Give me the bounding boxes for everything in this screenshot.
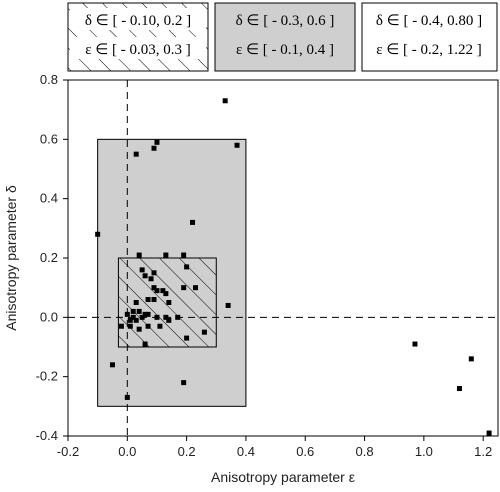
data-point <box>201 329 207 335</box>
data-point <box>456 386 462 392</box>
data-point <box>151 297 157 303</box>
x-tick-label: 0.8 <box>356 444 374 459</box>
data-point <box>166 300 172 305</box>
legend-gray-epsilon: ε ∈ [ - 0.1, 0.4 ] <box>236 42 334 58</box>
data-point <box>154 139 160 145</box>
data-point <box>127 317 133 323</box>
data-point <box>142 273 148 279</box>
y-tick-label: -0.4 <box>36 428 58 443</box>
data-point <box>124 394 130 400</box>
data-point <box>130 314 136 320</box>
data-point <box>157 323 163 329</box>
data-point <box>222 98 228 104</box>
data-point <box>163 314 169 320</box>
data-point <box>118 323 124 329</box>
data-point <box>139 314 145 320</box>
data-point <box>234 142 240 148</box>
legend-gray-delta: δ ∈ [ - 0.3, 0.6 ] <box>236 13 335 29</box>
x-tick-label: 0.0 <box>118 444 136 459</box>
x-tick-label: 0.4 <box>237 444 255 459</box>
data-point <box>181 285 187 291</box>
data-point <box>154 314 160 320</box>
legend-full-range: δ ∈ [ - 0.4, 0.80 ] ε ∈ [ - 0.2, 1.22 ] <box>361 2 498 72</box>
data-point <box>133 300 139 305</box>
data-point <box>136 252 142 258</box>
data-point <box>142 341 148 347</box>
data-point <box>154 288 160 294</box>
data-point <box>139 267 145 273</box>
data-point <box>160 288 166 294</box>
x-tick-label: 0.2 <box>178 444 196 459</box>
data-point <box>190 219 196 225</box>
data-point <box>136 326 142 332</box>
legend-hatched-delta: δ ∈ [ - 0.10, 0.2 ] <box>85 13 191 29</box>
x-tick-label: -0.2 <box>57 444 79 459</box>
x-tick-label: 1.0 <box>415 444 433 459</box>
y-tick-label: 0.2 <box>40 250 58 265</box>
data-point <box>136 308 142 314</box>
data-point <box>486 430 492 436</box>
legend-full-epsilon: ε ∈ [ - 0.2, 1.22 ] <box>376 42 482 58</box>
y-axis: -0.4 -0.2 0.0 0.2 0.4 0.6 0.8 <box>36 72 68 443</box>
y-tick-label: 0.8 <box>40 72 58 87</box>
y-tick-label: -0.2 <box>36 369 58 384</box>
legend-full-delta: δ ∈ [ - 0.4, 0.80 ] <box>376 13 482 29</box>
x-tick-label: 0.6 <box>296 444 314 459</box>
data-point <box>166 317 172 323</box>
data-point <box>145 323 151 329</box>
data-point <box>142 311 148 317</box>
data-point <box>184 335 190 341</box>
data-point <box>151 270 157 276</box>
x-axis-label: Anisotropy parameter ε <box>211 469 355 485</box>
legend-hatched-region: δ ∈ [ - 0.10, 0.2 ] ε ∈ [ - 0.03, 0.3 ] <box>67 2 209 72</box>
data-point <box>184 264 190 270</box>
points-layer <box>95 98 492 436</box>
data-point <box>145 311 151 317</box>
data-point <box>151 145 157 151</box>
data-point <box>151 285 157 291</box>
data-point <box>412 341 418 347</box>
data-point <box>133 317 139 323</box>
data-point <box>163 252 169 258</box>
y-tick-label: 0.6 <box>40 131 58 146</box>
data-point <box>130 308 136 314</box>
legend-hatched-epsilon: ε ∈ [ - 0.03, 0.3 ] <box>85 42 191 58</box>
data-point <box>163 291 169 297</box>
data-point <box>95 231 101 237</box>
x-tick-label: 1.2 <box>474 444 492 459</box>
data-point <box>193 285 199 291</box>
legend: δ ∈ [ - 0.10, 0.2 ] ε ∈ [ - 0.03, 0.3 ] … <box>67 2 498 72</box>
data-point <box>127 323 133 329</box>
data-point <box>148 276 154 282</box>
data-point <box>181 252 187 258</box>
data-point <box>181 380 187 386</box>
legend-gray-region: δ ∈ [ - 0.3, 0.6 ] ε ∈ [ - 0.1, 0.4 ] <box>214 2 356 72</box>
data-point <box>468 356 474 362</box>
data-point <box>145 297 151 303</box>
y-tick-label: 0.0 <box>40 309 58 324</box>
y-axis-label: Anisotropy parameter δ <box>3 185 19 331</box>
region-layer <box>97 138 247 407</box>
data-point <box>133 151 139 157</box>
data-point <box>124 311 130 317</box>
data-point <box>109 362 115 368</box>
y-tick-label: 0.4 <box>40 191 58 206</box>
data-point <box>175 314 181 320</box>
x-axis: -0.2 0.0 0.2 0.4 0.6 0.8 1.0 1.2 <box>57 436 492 459</box>
data-point <box>225 302 231 308</box>
